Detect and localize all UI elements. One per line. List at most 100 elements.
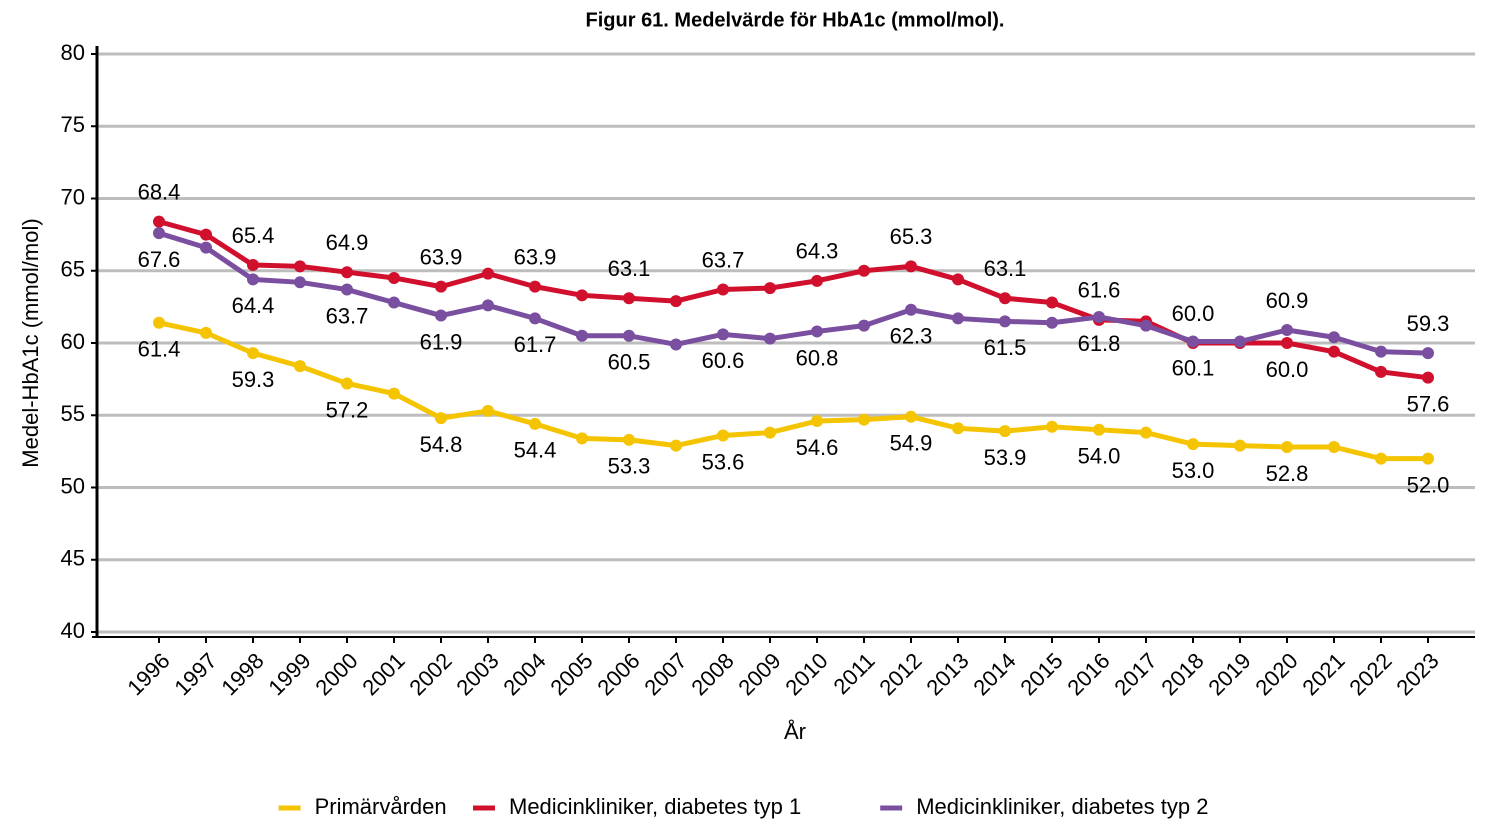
data-label: 65.4 (232, 223, 275, 248)
data-point (153, 227, 165, 240)
y-tick-label: 55 (61, 401, 85, 426)
data-label: 60.5 (608, 350, 651, 375)
data-label: 63.9 (420, 244, 463, 269)
data-point (1422, 347, 1434, 360)
data-point (247, 258, 259, 271)
x-tick-label: 2012 (874, 648, 926, 700)
data-point (811, 325, 823, 338)
x-tick-label: 2011 (829, 648, 880, 699)
data-label: 54.8 (420, 432, 463, 457)
data-point (1046, 296, 1058, 309)
x-tick-label: 2000 (310, 648, 362, 700)
data-label: 53.3 (608, 454, 651, 479)
data-label: 63.7 (702, 247, 745, 272)
y-tick-label: 65 (61, 257, 85, 282)
data-point (247, 273, 259, 286)
data-label: 60.0 (1266, 357, 1309, 382)
data-point (200, 241, 212, 254)
data-point (999, 425, 1011, 438)
legend-label: Primärvården (315, 794, 447, 819)
data-label: 60.9 (1266, 288, 1309, 313)
x-tick-label: 1998 (216, 648, 268, 700)
x-tick-label: 2008 (686, 648, 738, 700)
data-label: 59.3 (1407, 311, 1450, 336)
x-tick-label: 2017 (1109, 648, 1161, 700)
data-point (153, 215, 165, 228)
data-point (482, 299, 494, 312)
data-point (482, 404, 494, 417)
data-label: 57.6 (1407, 391, 1450, 416)
x-tick-label: 2002 (404, 648, 456, 700)
data-point (1328, 345, 1340, 358)
data-point (952, 312, 964, 325)
data-point (670, 338, 682, 351)
data-point (1046, 316, 1058, 329)
data-label: 63.1 (608, 256, 651, 281)
data-point (1328, 331, 1340, 344)
data-point (1140, 426, 1152, 439)
data-point (482, 267, 494, 280)
x-tick-label: 2003 (451, 648, 503, 700)
data-point (247, 347, 259, 360)
data-label: 60.0 (1172, 301, 1215, 326)
data-point (858, 413, 870, 426)
x-tick-label: 2005 (545, 648, 597, 700)
y-tick-label: 50 (61, 473, 85, 498)
x-tick-label: 2020 (1250, 648, 1302, 700)
data-label: 54.6 (796, 435, 839, 460)
legend-label: Medicinkliniker, diabetes typ 2 (916, 794, 1208, 819)
data-point (1375, 365, 1387, 378)
x-tick-label: 2016 (1062, 648, 1114, 700)
data-point (811, 415, 823, 428)
y-tick-label: 70 (61, 184, 85, 209)
data-point (1328, 441, 1340, 454)
x-tick-label: 2013 (921, 648, 973, 700)
x-axis-title: År (784, 719, 806, 744)
data-point (952, 422, 964, 435)
data-label: 61.9 (420, 329, 463, 354)
data-label: 61.8 (1078, 331, 1121, 356)
data-point (623, 329, 635, 342)
x-tick-label: 2006 (592, 648, 644, 700)
data-label: 54.9 (890, 431, 933, 456)
data-point (388, 296, 400, 309)
data-label: 59.3 (232, 367, 275, 392)
data-point (717, 283, 729, 296)
data-point (388, 387, 400, 400)
data-label: 52.8 (1266, 461, 1309, 486)
data-point (858, 319, 870, 332)
x-tick-label: 2004 (498, 648, 550, 700)
data-point (294, 260, 306, 273)
data-point (294, 360, 306, 373)
data-point (999, 315, 1011, 328)
data-label: 63.9 (514, 244, 557, 269)
data-point (811, 274, 823, 287)
data-point (200, 326, 212, 339)
data-point (999, 292, 1011, 305)
data-label: 54.0 (1078, 444, 1121, 469)
data-point (1093, 423, 1105, 436)
data-point (435, 280, 447, 293)
y-axis-title: Medel-HbA1c (mmol/mol) (18, 218, 43, 467)
data-label: 53.9 (984, 445, 1027, 470)
data-point (294, 276, 306, 289)
data-label: 60.8 (796, 345, 839, 370)
data-point (341, 377, 353, 390)
data-label: 65.3 (890, 224, 933, 249)
data-label: 61.4 (138, 337, 181, 362)
data-label: 53.0 (1172, 458, 1215, 483)
x-tick-label: 1999 (263, 648, 315, 700)
data-point (576, 289, 588, 302)
series-line (158, 320, 1428, 462)
x-tick-label: 2009 (733, 648, 785, 700)
y-tick-label: 80 (61, 40, 85, 65)
data-point (1093, 310, 1105, 323)
data-label: 61.6 (1078, 278, 1121, 303)
data-label: 63.7 (326, 303, 369, 328)
data-label: 61.7 (514, 332, 557, 357)
x-tick-label: 1997 (169, 648, 221, 700)
data-point (1234, 439, 1246, 452)
data-label: 64.4 (232, 293, 275, 318)
x-tick-label: 1996 (122, 648, 174, 700)
